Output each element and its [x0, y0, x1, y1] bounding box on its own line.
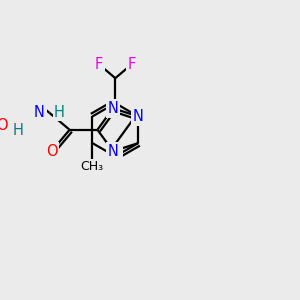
- Text: O: O: [0, 118, 8, 133]
- Text: N: N: [108, 144, 118, 159]
- Text: F: F: [95, 57, 103, 72]
- Text: N: N: [133, 109, 144, 124]
- Text: H: H: [13, 123, 24, 138]
- Text: F: F: [128, 57, 136, 72]
- Text: N: N: [34, 105, 45, 120]
- Text: N: N: [108, 101, 118, 116]
- Text: N: N: [110, 149, 121, 164]
- Text: CH₃: CH₃: [81, 160, 104, 173]
- Text: H: H: [54, 105, 65, 120]
- Text: O: O: [46, 144, 58, 159]
